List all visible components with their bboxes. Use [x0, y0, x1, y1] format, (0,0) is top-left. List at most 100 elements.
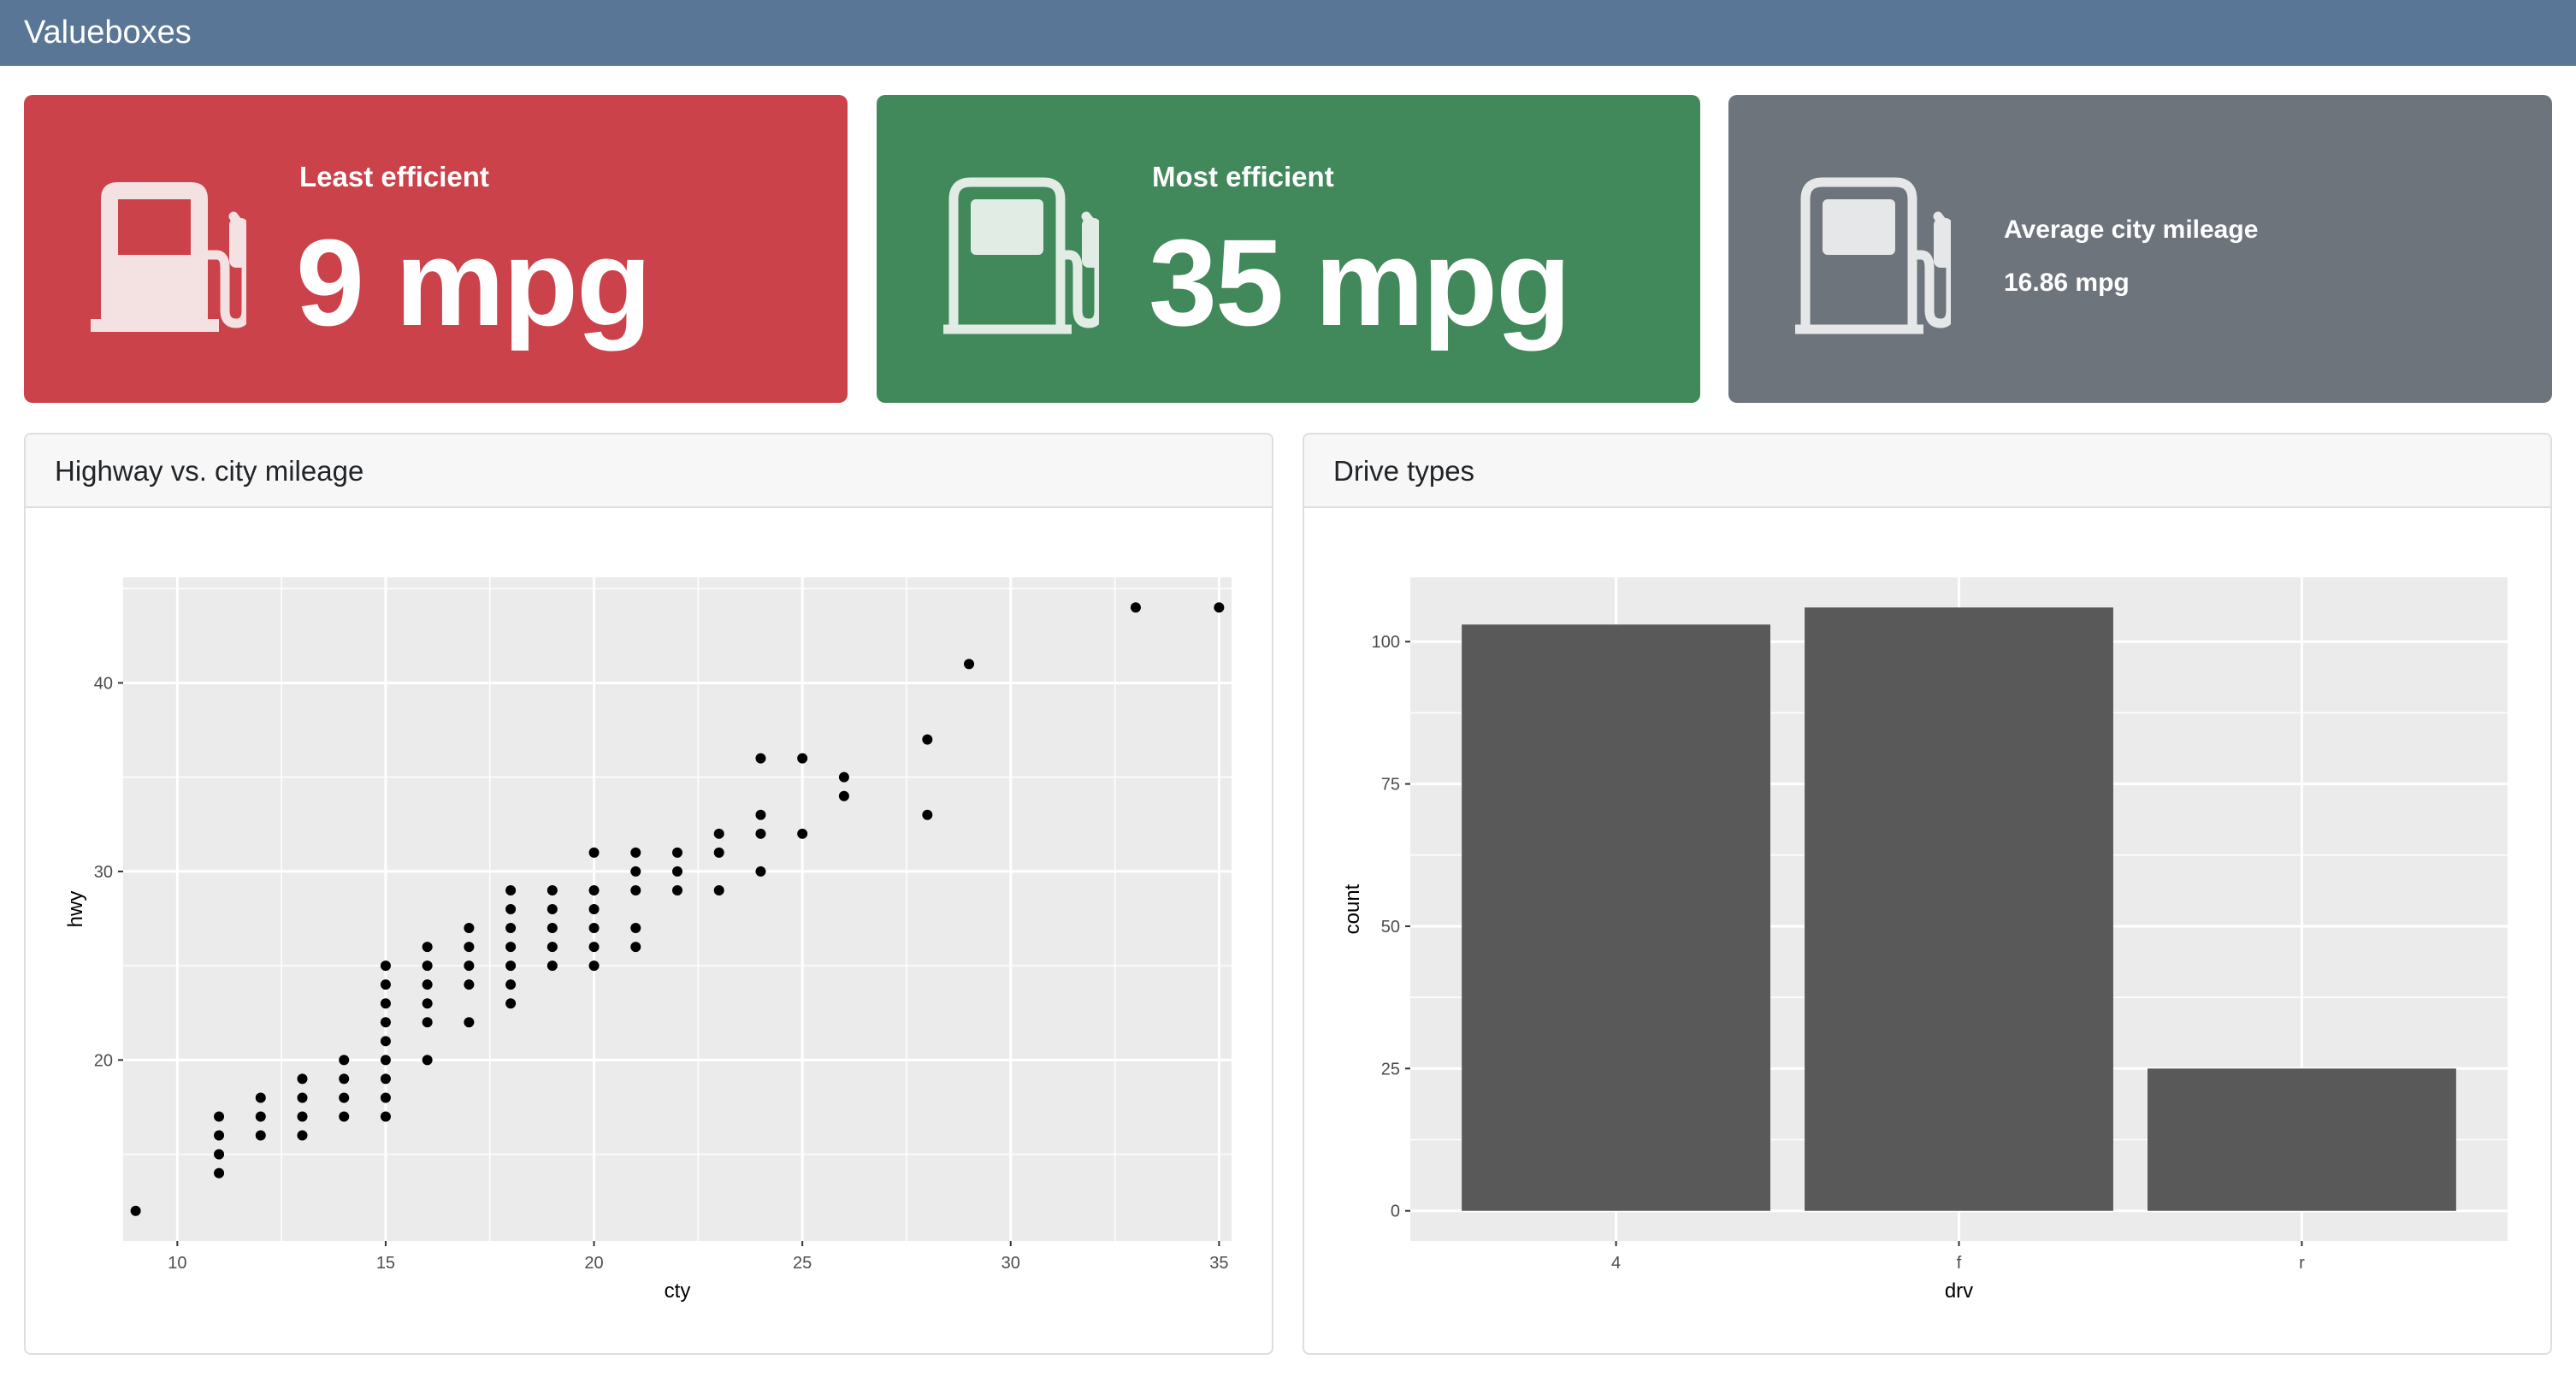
- scatter-point: [380, 1111, 391, 1122]
- scatter-point: [505, 904, 517, 914]
- scatter-point: [214, 1149, 225, 1160]
- scatter-point: [380, 979, 391, 990]
- scatter-point: [339, 1111, 350, 1122]
- scatter-point: [588, 847, 600, 858]
- value-box-value: 9 mpg: [296, 214, 652, 352]
- x-tick-label: 30: [1001, 1254, 1020, 1273]
- scatter-point: [380, 1092, 391, 1103]
- scatter-point: [630, 923, 641, 934]
- scatter-point: [464, 942, 475, 953]
- scatter-point: [422, 960, 433, 972]
- scatter-point: [422, 1017, 433, 1028]
- scatter-point: [380, 998, 391, 1009]
- value-box-average-city: Average city mileage 16.86 mpg: [1728, 95, 2552, 403]
- scatter-point: [755, 809, 766, 820]
- scatter-point: [630, 884, 641, 895]
- scatter-point: [672, 884, 682, 895]
- scatter-point: [588, 884, 600, 895]
- scatter-point: [630, 847, 641, 858]
- scatter-point: [797, 753, 808, 764]
- scatter-point: [547, 942, 558, 953]
- bar-f: [1805, 607, 2113, 1211]
- scatter-point: [755, 753, 766, 764]
- y-tick-label: 20: [94, 1051, 113, 1070]
- card-header: Drive types: [1304, 434, 2550, 508]
- y-tick-label: 100: [1372, 633, 1400, 652]
- fuel-pump-fill-icon: [91, 182, 246, 332]
- scatter-point: [547, 884, 558, 895]
- fuel-pump-icon: [1795, 177, 1951, 334]
- bar-chart: 0 25 50 75 100 4 f r drv count: [1341, 577, 2508, 1303]
- bar-r: [2148, 1068, 2456, 1211]
- navbar: Valueboxes: [0, 0, 2576, 66]
- y-tick-label: 50: [1381, 918, 1400, 937]
- scatter-point: [339, 1073, 350, 1084]
- scatter-point: [297, 1073, 308, 1084]
- x-tick-label: f: [1957, 1254, 1962, 1273]
- scatter-point: [505, 979, 517, 990]
- scatter-point: [214, 1130, 225, 1141]
- scatter-point: [838, 790, 849, 801]
- scatter-point: [297, 1092, 308, 1103]
- x-tick-label: 35: [1209, 1254, 1228, 1273]
- card-drive-types: Drive types 0 25 50 75 100 4 f r drv count: [1303, 433, 2552, 1355]
- scatter-point: [380, 1055, 391, 1066]
- x-tick-label: 25: [793, 1254, 812, 1273]
- scatter-point: [588, 923, 600, 934]
- scatter-point: [464, 979, 475, 990]
- scatter-point: [547, 904, 558, 914]
- scatter-point: [922, 809, 933, 820]
- scatter-point: [380, 1017, 391, 1028]
- scatter-point: [588, 960, 600, 972]
- scatter-point: [505, 884, 517, 895]
- y-tick-label: 25: [1381, 1060, 1400, 1079]
- scatter-point: [380, 960, 391, 972]
- scatter-point: [505, 998, 517, 1009]
- scatter-point: [713, 828, 724, 839]
- scatter-plot: 10 15 20 25 30 35 20 30 40 cty hwy: [64, 577, 1232, 1303]
- scatter-point: [547, 960, 558, 972]
- navbar-title[interactable]: Valueboxes: [24, 15, 192, 50]
- fuel-pump-icon: [943, 177, 1099, 334]
- x-tick-label: 4: [1611, 1254, 1621, 1273]
- y-axis-label: count: [1341, 884, 1364, 934]
- scatter-point: [964, 659, 975, 670]
- scatter-point: [588, 942, 600, 953]
- plot-panel: [123, 577, 1232, 1241]
- scatter-point: [505, 942, 517, 953]
- scatter-point: [755, 828, 766, 839]
- scatter-point: [380, 1073, 391, 1084]
- scatter-point: [713, 847, 724, 858]
- scatter-point: [713, 884, 724, 895]
- x-tick-label: 10: [168, 1254, 186, 1273]
- value-box-title: Average city mileage: [2004, 216, 2259, 244]
- y-tick-label: 30: [94, 863, 113, 882]
- value-box-most-efficient: Most efficient 35 mpg: [877, 95, 1700, 403]
- scatter-point: [297, 1130, 308, 1141]
- scatter-point: [255, 1092, 266, 1103]
- scatter-point: [464, 1017, 475, 1028]
- scatter-point: [130, 1205, 141, 1216]
- scatter-point: [464, 960, 475, 972]
- scatter-point: [255, 1111, 266, 1122]
- y-tick-label: 0: [1391, 1203, 1400, 1221]
- scatter-point: [422, 1055, 433, 1066]
- scatter-point: [339, 1092, 350, 1103]
- scatter-point: [297, 1111, 308, 1122]
- scatter-point: [464, 923, 475, 934]
- scatter-point: [922, 734, 933, 745]
- scatter-point: [214, 1167, 225, 1179]
- scatter-point: [672, 866, 682, 877]
- scatter-point: [672, 847, 682, 858]
- scatter-point: [630, 866, 641, 877]
- scatter-point: [630, 942, 641, 953]
- scatter-point: [380, 1036, 391, 1047]
- x-axis-label: cty: [665, 1279, 691, 1303]
- value-box-title: Most efficient: [1152, 161, 1334, 192]
- scatter-point: [505, 960, 517, 972]
- y-tick-label: 75: [1381, 776, 1400, 795]
- scatter-point: [339, 1055, 350, 1066]
- scatter-point: [588, 904, 600, 914]
- scatter-point: [422, 942, 433, 953]
- scatter-point: [1214, 602, 1225, 613]
